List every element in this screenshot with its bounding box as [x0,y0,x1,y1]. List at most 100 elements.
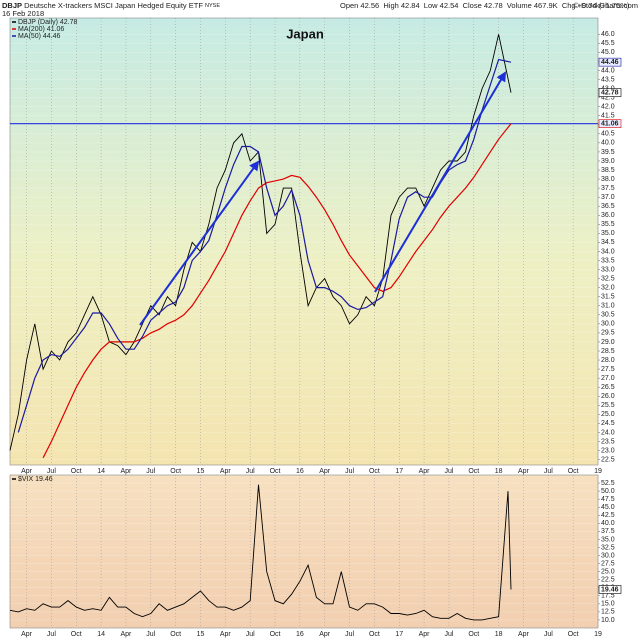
x-tick-label: Oct [568,631,579,638]
price-panel [9,17,599,466]
x-tick-label: Apr [419,468,431,475]
y-tick-label: 27.5 [601,366,615,373]
y-tick-label: 38.5 [601,167,615,174]
y-tick-label: 52.5 [601,480,615,487]
legend-entry: MA(200) 41.06 [18,26,64,33]
y-tick-label: 33.5 [601,257,615,264]
x-tick-label: Oct [270,631,281,638]
y-tick-label: 50.0 [601,488,615,495]
trend-arrow [374,71,507,293]
y-tick-label: 35.0 [601,536,615,543]
series-line [17,58,512,433]
value-tag [598,57,622,67]
x-tick-label: 19 [594,468,602,475]
y-tick-label: 29.0 [601,339,615,346]
x-tick-label: 14 [97,468,105,475]
x-tick-label: Apr [120,631,132,638]
x-tick-label: Oct [369,631,380,638]
x-tick-label: 16 [296,468,304,475]
value-tag [598,88,622,97]
legend-value: 19.46 [35,476,53,483]
series-line [9,484,512,621]
legend-name: MA(50) [18,33,41,40]
legend-entry: MA(50) 44.46 [18,33,61,40]
x-tick-label: Apr [419,631,431,638]
x-tick-label: 18 [495,631,503,638]
x-tick-label: Apr [21,631,33,638]
chart-title: Japan [286,26,324,41]
x-tick-label: Apr [518,631,530,638]
x-tick-label: Oct [468,631,479,638]
x-tick-label: Oct [170,631,181,638]
plot-layer: 22.5 23.0 23.5 24.0 24.5 25.0 25.5 26.0 26.5 27.0… [9,18,622,638]
y-tick-label: 12.5 [601,609,615,616]
legend-entry: $VIX 19.46 [18,476,53,483]
x-tick-label: Jul [146,631,155,638]
copyright: © StockCharts.com [573,1,638,10]
x-tick-label: 18 [495,468,503,475]
y-tick-label: 26.0 [601,393,615,400]
x-tick-label: Jul [544,631,553,638]
trend-arrow [139,160,260,326]
legend-entry: DBJP (Daily) 42.78 [18,19,78,26]
x-tick-label: Jul [444,468,453,475]
x-tick-label: Jul [47,468,56,475]
x-tick-label: Jul [345,631,354,638]
y-tick-label: 30.0 [601,552,615,559]
y-tick-label: 40.5 [601,131,615,138]
y-tick-label: 32.0 [601,284,615,291]
y-tick-label: 37.0 [601,194,615,201]
legend-value: 44.46 [43,33,61,40]
x-tick-label: Apr [319,468,331,475]
x-tick-label: Apr [21,468,33,475]
y-tick-label: 23.0 [601,447,615,454]
x-tick-label: 15 [197,468,205,475]
x-tick-label: Apr [120,468,132,475]
x-tick-label: Jul [146,468,155,475]
x-tick-label: Oct [170,468,181,475]
y-tick-label: 36.0 [601,212,615,219]
y-tick-label: 38.0 [601,176,615,183]
x-tick-label: Jul [47,631,56,638]
y-tick-label: 45.5 [601,40,615,47]
y-tick-label: 24.5 [601,420,615,427]
x-tick-label: Apr [319,631,331,638]
exchange: NYSE [205,3,220,9]
legend-name: $VIX [18,476,34,483]
y-tick-label: 43.5 [601,76,615,83]
x-tick-label: Oct [568,468,579,475]
y-tick-label: 25.0 [601,411,615,418]
value-tag-label: 19.46 [601,586,619,593]
y-tick-label: 47.5 [601,496,615,503]
y-tick-label: 37.5 [601,528,615,535]
y-tick-label: 25.0 [601,568,615,575]
symbol: DBJP [2,1,22,10]
value-tag-label: 41.06 [601,121,619,128]
y-tick-label: 32.5 [601,544,615,551]
description: Deutsche X-trackers MSCI Japan Hedged Eq… [24,1,203,10]
y-tick-label: 28.0 [601,357,615,364]
y-tick-label: 28.5 [601,348,615,355]
x-tick-label: 17 [395,631,403,638]
y-tick-label: 36.5 [601,203,615,210]
y-tick-label: 35.5 [601,221,615,228]
x-tick-label: 16 [296,631,304,638]
y-tick-label: 46.0 [601,31,615,38]
x-tick-label: Oct [369,468,380,475]
x-tick-label: 15 [197,631,205,638]
x-tick-label: 17 [395,468,403,475]
y-tick-label: 34.0 [601,248,615,255]
y-tick-label: 29.5 [601,330,615,337]
y-tick-label: 41.5 [601,113,615,120]
x-tick-label: Jul [246,631,255,638]
value-tag [598,585,622,594]
y-tick-label: 34.5 [601,239,615,246]
legend-value: 41.06 [47,26,65,33]
x-tick-label: Oct [468,468,479,475]
y-tick-label: 44.0 [601,67,615,74]
y-tick-label: 42.0 [601,104,615,111]
value-tag-label: 44.46 [601,59,619,66]
header-line: DBJP Deutsche X-trackers MSCI Japan Hedg… [2,1,220,10]
y-tick-label: 27.5 [601,560,615,567]
x-tick-label: Jul [444,631,453,638]
